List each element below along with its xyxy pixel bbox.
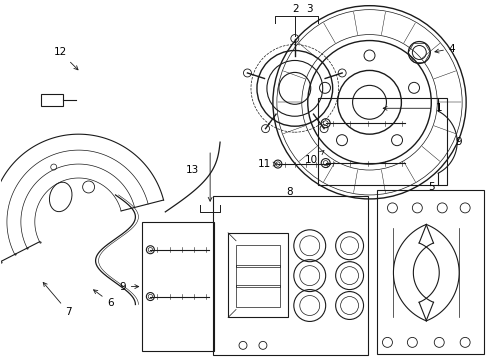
Bar (318, 98, 447, 185)
Bar (236, 265, 280, 287)
Text: 9: 9 (456, 137, 463, 147)
Text: 5: 5 (428, 182, 435, 192)
Bar (41, 94, 63, 106)
Text: 3: 3 (306, 4, 313, 14)
Text: 7: 7 (43, 283, 72, 318)
Bar (377, 190, 484, 354)
Text: 4: 4 (435, 44, 456, 54)
Text: 8: 8 (287, 187, 293, 197)
Text: 11: 11 (258, 159, 277, 169)
Bar (213, 196, 368, 355)
Bar (236, 245, 280, 267)
Text: 13: 13 (186, 165, 199, 175)
Text: 10: 10 (305, 151, 324, 165)
Text: 2: 2 (293, 4, 299, 14)
Bar (236, 285, 280, 306)
Bar (143, 222, 214, 351)
Text: 6: 6 (94, 290, 114, 307)
Bar (228, 233, 288, 318)
Text: 12: 12 (54, 48, 78, 70)
Text: 9: 9 (119, 282, 139, 292)
Text: 1: 1 (383, 103, 442, 113)
